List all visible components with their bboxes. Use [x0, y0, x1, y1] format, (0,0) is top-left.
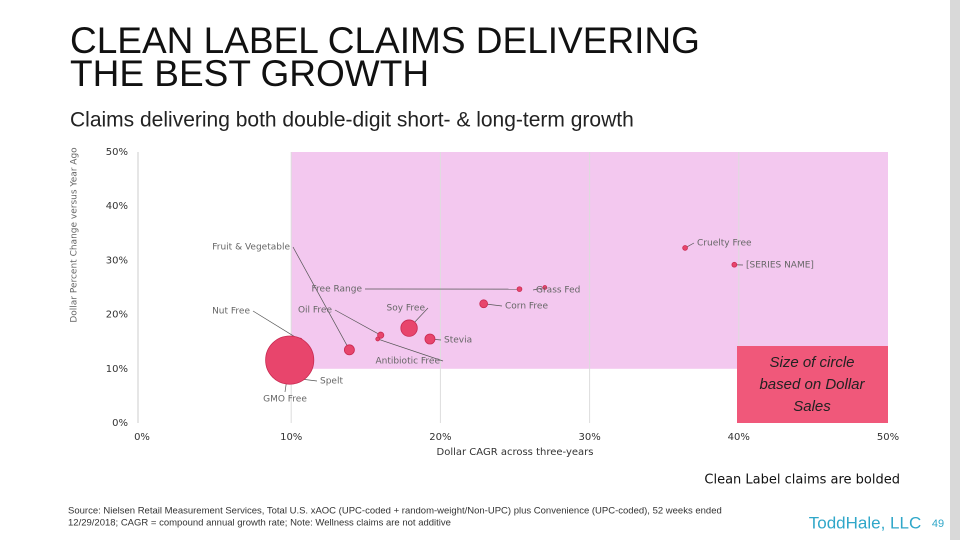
bubble	[343, 344, 355, 356]
data-label: Grass Fed	[536, 286, 580, 296]
bubble	[516, 286, 523, 292]
x-tick-label: 0%	[134, 432, 150, 443]
side-bar	[950, 0, 960, 540]
callout-text: Sales	[793, 398, 831, 415]
leader-line	[334, 309, 381, 336]
x-tick-label: 50%	[877, 432, 899, 443]
title: THE BEST GROWTH	[70, 53, 429, 94]
data-label: Antibiotic Free	[375, 357, 440, 367]
data-label: Cruelty Free	[697, 239, 752, 249]
x-axis-title: Dollar CAGR across three-years	[437, 447, 594, 458]
data-label: Fruit & Vegetable	[212, 243, 290, 253]
source: 12/29/2018; CAGR = compound annual growt…	[68, 518, 451, 529]
data-label: Spelt	[320, 377, 343, 387]
note: Clean Label claims are bolded	[704, 473, 900, 488]
y-tick-label: 20%	[106, 310, 128, 321]
y-tick-label: 10%	[106, 364, 128, 375]
page-number: 49	[932, 518, 944, 530]
source: Source: Nielsen Retail Measurement Servi…	[68, 506, 722, 517]
bubble	[542, 285, 548, 290]
bubble	[375, 336, 381, 342]
x-tick-label: 30%	[578, 432, 600, 443]
leader-line	[377, 338, 444, 362]
plot: 0% 10% 20% 30% 40% 50% 0% 10% 20% 30% 40% 50% Dollar…	[70, 147, 900, 458]
y-tick-label: 0%	[112, 418, 128, 429]
x-tick-label: 20%	[429, 432, 451, 443]
logo: ToddHale, LLC	[809, 513, 921, 532]
leader-line	[292, 246, 350, 350]
data-label: Stevia	[444, 336, 472, 346]
bubble	[424, 333, 436, 345]
y-tick-label: 40%	[106, 201, 128, 212]
callout-box	[737, 346, 888, 423]
bubble	[479, 299, 489, 309]
y-tick-label: 50%	[106, 147, 128, 158]
bubble	[377, 331, 385, 339]
x-tick-label: 10%	[280, 432, 302, 443]
subtitle: Claims delivering both double-digit shor…	[70, 109, 634, 132]
data-label: GMO Free	[263, 395, 307, 405]
callout-text: Size of circle	[769, 354, 854, 371]
y-tick-label: 30%	[106, 255, 128, 266]
data-label: Nut Free	[212, 307, 250, 317]
data-label: Soy Free	[386, 304, 425, 314]
bubble	[682, 245, 688, 251]
bubble	[265, 335, 315, 385]
title: CLEAN LABEL CLAIMS DELIVERING	[70, 20, 700, 61]
x-tick-label: 40%	[728, 432, 750, 443]
callout-text: based on Dollar	[759, 376, 865, 393]
y-axis-title: Dollar Percent Change versus Year Ago	[70, 147, 80, 323]
bubble	[731, 261, 738, 268]
data-label: Free Range	[312, 285, 363, 295]
data-label: Corn Free	[505, 302, 548, 312]
data-label: Oil Free	[298, 306, 333, 316]
bubble	[400, 319, 418, 337]
data-label: [SERIES NAME]	[746, 261, 814, 271]
leader-line	[252, 310, 301, 341]
